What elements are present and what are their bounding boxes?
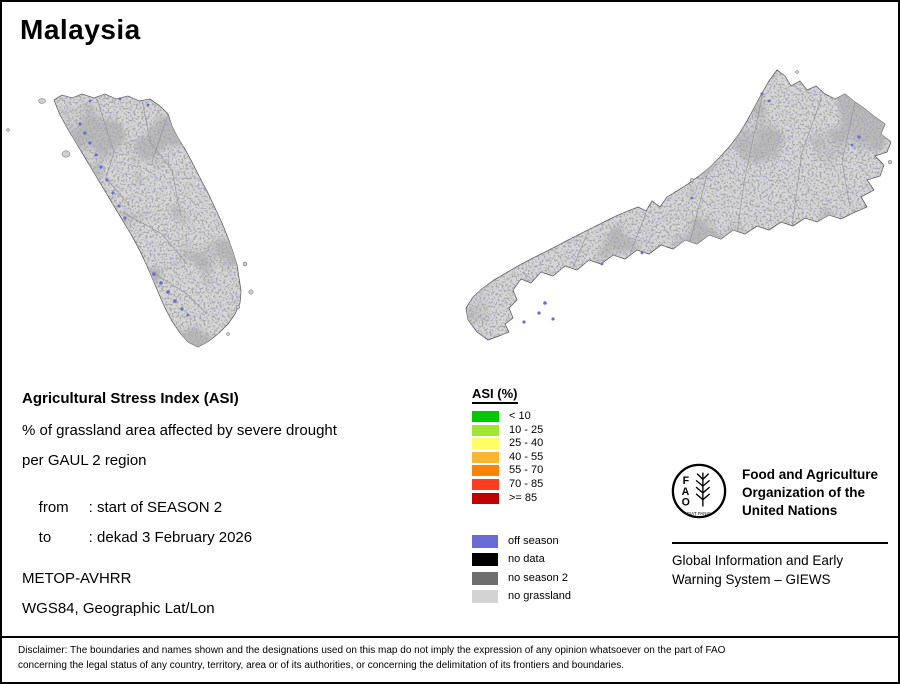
legend-label: no grassland xyxy=(508,590,571,603)
legend-label: 25 - 40 xyxy=(509,437,544,450)
period-from: from : start of SEASON 2 xyxy=(22,482,222,533)
legend-label: off season xyxy=(508,534,559,547)
giews-line2: Warning System – GIEWS xyxy=(672,572,831,587)
asi-heading: Agricultural Stress Index (ASI) xyxy=(22,390,239,407)
projection-info: WGS84, Geographic Lat/Lon xyxy=(22,600,215,617)
legend-class-row: < 10 xyxy=(472,411,571,422)
legend-extra-row: no grassland xyxy=(472,590,571,604)
asi-description-line2: per GAUL 2 region xyxy=(22,452,147,469)
legend-extra-row: no data xyxy=(472,553,571,567)
fao-letter-f: F xyxy=(683,475,690,487)
legend-extra-row: no season 2 xyxy=(472,571,571,585)
legend-swatch xyxy=(472,451,499,463)
fao-org-line2: Organization of the xyxy=(742,485,865,500)
asi-map-canvas xyxy=(6,69,893,348)
legend-swatch xyxy=(472,534,498,548)
legend-class-row: >= 85 xyxy=(472,491,571,504)
legend-swatch xyxy=(472,424,499,436)
legend-class-row: 10 - 25 xyxy=(472,423,571,436)
peninsular-texture xyxy=(54,94,241,347)
disclaimer-divider-line xyxy=(2,636,898,638)
period-to: to : dekad 3 February 2026 xyxy=(22,512,252,563)
fao-org-line3: United Nations xyxy=(742,503,838,518)
legend-swatch xyxy=(472,492,499,504)
period-from-value: : start of SEASON 2 xyxy=(88,499,223,516)
east-malaysia-map xyxy=(465,69,892,341)
legend-class-row: 70 - 85 xyxy=(472,477,571,490)
off-season-dots xyxy=(78,92,861,324)
legend-swatch xyxy=(472,465,499,477)
giews-line1: Global Information and Early xyxy=(672,553,844,568)
sensor-name: METOP-AVHRR xyxy=(22,570,132,587)
period-to-value: : dekad 3 February 2026 xyxy=(88,529,253,546)
peninsular-gaul2-boundaries xyxy=(96,98,208,315)
legend-class-row: 40 - 55 xyxy=(472,450,571,463)
disclaimer-line2: concerning the legal status of any count… xyxy=(18,660,625,671)
legend-class-row: 25 - 40 xyxy=(472,437,571,450)
page-title: Malaysia xyxy=(20,14,141,45)
legend-swatch xyxy=(472,571,498,585)
legend-label: 10 - 25 xyxy=(509,423,544,436)
legend-label: < 10 xyxy=(509,410,531,422)
legend-label: 55 - 70 xyxy=(509,464,544,477)
fao-letter-o: O xyxy=(682,497,690,509)
period-from-label: from xyxy=(38,499,69,516)
disclaimer-line1: Disclaimer: The boundaries and names sho… xyxy=(18,645,726,656)
fao-org-name: Food and Agriculture Organization of the… xyxy=(742,466,878,520)
legend-title: ASI (%) xyxy=(472,386,518,404)
fao-letter-a: A xyxy=(682,486,690,498)
legend-label: 70 - 85 xyxy=(509,477,544,490)
giews-text: Global Information and Early Warning Sys… xyxy=(672,551,843,589)
legend-swatch xyxy=(472,553,498,567)
asi-legend: ASI (%) < 10 10 - 25 25 - 40 40 - 55 55 … xyxy=(472,385,571,609)
legend-swatch xyxy=(472,411,499,422)
asi-description-line1: % of grassland area affected by severe d… xyxy=(22,422,337,439)
legend-swatch xyxy=(472,590,498,604)
legend-swatch xyxy=(472,438,499,450)
legend-swatch xyxy=(472,478,499,490)
islands xyxy=(6,70,893,336)
disclaimer-text: Disclaimer: The boundaries and names sho… xyxy=(18,643,886,673)
legend-class-row: 55 - 70 xyxy=(472,464,571,477)
legend-label: no data xyxy=(508,553,545,566)
legend-label: no season 2 xyxy=(508,571,568,584)
peninsular-malaysia-map xyxy=(53,93,242,348)
fao-logo-icon: F A O FIAT PANIS xyxy=(671,463,727,519)
legend-extras: off season no data no season 2 no grassl… xyxy=(472,534,571,604)
legend-label: >= 85 xyxy=(509,491,538,504)
period-to-label: to xyxy=(38,529,52,546)
fao-org-line1: Food and Agriculture xyxy=(742,467,878,482)
legend-extra-row: off season xyxy=(472,534,571,548)
east-malaysia-texture xyxy=(466,70,891,340)
fao-motto: FIAT PANIS xyxy=(687,511,710,516)
legend-label: 40 - 55 xyxy=(509,450,544,463)
fao-divider-line xyxy=(672,542,888,544)
